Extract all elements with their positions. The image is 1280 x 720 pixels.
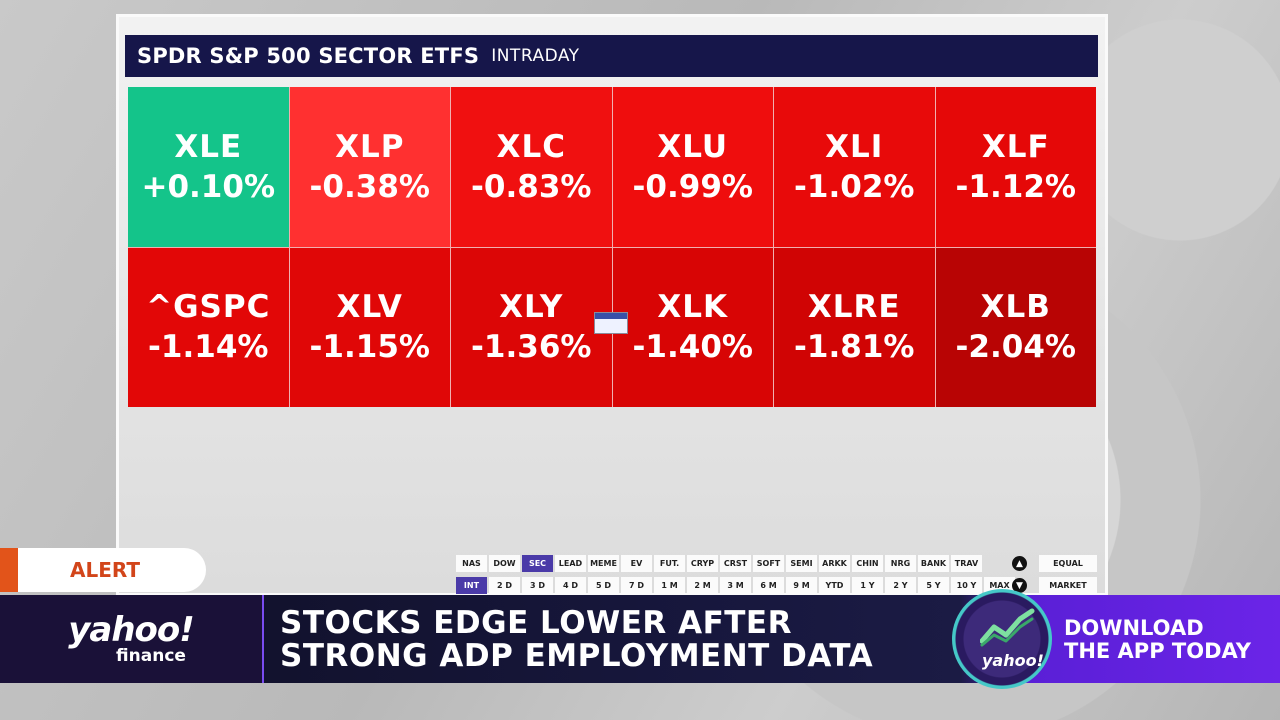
category-tab[interactable]: MEME [588,555,619,572]
category-tab[interactable]: SOFT [753,555,784,572]
promo-line-1: DOWNLOAD [1064,616,1204,640]
tile-symbol: XLRE [807,289,901,326]
alert-badge: ALERT [0,548,206,592]
trend-chart-icon [980,608,1035,647]
category-tab[interactable]: EV [621,555,652,572]
tile-change: -0.83% [471,168,592,205]
range-tab[interactable]: 6 M [753,577,784,594]
category-tab-row: NAS DOW SEC LEAD MEME EV FUT. CRYP CRST SOFT SEMI A… [456,555,982,572]
equal-weight-button[interactable]: EQUAL [1039,555,1097,572]
range-tab[interactable]: 5 D [588,577,619,594]
display-subtitle: INTRADAY [491,46,580,66]
range-tab[interactable]: 1 M [654,577,685,594]
alert-stripe [0,548,18,592]
tile-symbol: XLE [174,128,243,165]
tile-symbol: XLC [496,128,566,165]
category-tab[interactable]: CHIN [852,555,883,572]
sector-tile[interactable]: XLRE -1.81% [774,247,935,407]
display-title: SPDR S&P 500 SECTOR ETFS [137,44,480,68]
range-tab[interactable]: 3 D [522,577,553,594]
tile-change: -0.38% [309,168,430,205]
tile-symbol: XLI [825,128,884,165]
category-tab[interactable]: TRAV [951,555,982,572]
tile-change: +0.10% [141,168,276,205]
range-tab[interactable]: 2 D [489,577,520,594]
market-weight-button[interactable]: MARKET [1039,577,1097,594]
tile-change: -1.14% [148,329,269,366]
category-tab[interactable]: SEC [522,555,553,572]
tile-symbol: XLP [335,128,405,165]
category-tab[interactable]: DOW [489,555,520,572]
tile-change: -0.99% [632,168,753,205]
category-tab[interactable]: BANK [918,555,949,572]
range-tab[interactable]: 2 Y [885,577,916,594]
tile-symbol: ^GSPC [146,289,271,326]
heatmap-display: SPDR S&P 500 SECTOR ETFS INTRADAY XLE +0.… [116,14,1108,596]
sector-tile[interactable]: XLF -1.12% [935,87,1096,247]
tile-symbol: XLB [980,289,1051,326]
range-tab[interactable]: INT [456,577,487,594]
range-tab[interactable]: 9 M [786,577,817,594]
sector-heatmap-grid: XLE +0.10% XLP -0.38% XLC -0.83% XLU -0.99% XLI -… [128,87,1096,407]
promo-line-2: THE APP TODAY [1064,639,1251,663]
headline-line-1: STOCKS EDGE LOWER AFTER [280,605,792,641]
category-tab[interactable]: CRST [720,555,751,572]
tile-change: -1.81% [794,329,915,366]
tile-change: -1.12% [955,168,1076,205]
window-icon [594,312,628,334]
logo-main-text: yahoo! [68,610,195,650]
range-tab[interactable]: 4 D [555,577,586,594]
sector-tile[interactable]: XLI -1.02% [774,87,935,247]
range-tab[interactable]: 5 Y [918,577,949,594]
tile-symbol: XLK [657,289,729,326]
tile-change: -1.40% [632,329,753,366]
tile-change: -2.04% [955,329,1076,366]
range-tab[interactable]: 7 D [621,577,652,594]
category-tab[interactable]: CRYP [687,555,718,572]
tile-symbol: XLU [657,128,729,165]
tile-change: -1.15% [309,329,430,366]
range-tab[interactable]: YTD [819,577,850,594]
range-tab[interactable]: 10 Y [951,577,982,594]
lower-third-banner: yahoo! finance STOCKS EDGE LOWER AFTER S… [0,589,1280,689]
headline: STOCKS EDGE LOWER AFTER STRONG ADP EMPLO… [280,607,873,673]
alert-label: ALERT [69,558,141,582]
tile-symbol: XLF [981,128,1050,165]
sector-tile[interactable]: ^GSPC -1.14% [128,247,289,407]
range-tab[interactable]: 1 Y [852,577,883,594]
yahoo-finance-logo: yahoo! finance [0,595,264,683]
sector-tile[interactable]: XLC -0.83% [451,87,612,247]
chevron-up-icon[interactable]: ▲ [1012,556,1027,571]
category-tab[interactable]: LEAD [555,555,586,572]
download-promo: DOWNLOAD THE APP TODAY [1064,617,1251,663]
sector-tile[interactable]: XLY -1.36% [451,247,612,407]
sector-tile[interactable]: XLV -1.15% [289,247,450,407]
title-bar: SPDR S&P 500 SECTOR ETFS INTRADAY [125,35,1098,77]
category-tab[interactable]: NAS [456,555,487,572]
sector-tile[interactable]: XLP -0.38% [289,87,450,247]
heatmap-controls: NAS DOW SEC LEAD MEME EV FUT. CRYP CRST SOFT SEMI A… [456,555,1097,595]
headline-line-2: STRONG ADP EMPLOYMENT DATA [280,638,874,674]
tile-change: -1.02% [794,168,915,205]
tile-symbol: XLY [499,289,564,326]
tile-symbol: XLV [336,289,403,326]
logo-sub-text: finance [116,646,186,666]
app-logo-text: yahoo! [982,651,1044,670]
sector-tile[interactable]: XLU -0.99% [612,87,773,247]
range-tab[interactable]: 3 M [720,577,751,594]
sector-tile[interactable]: XLB -2.04% [935,247,1096,407]
category-tab[interactable]: ARKK [819,555,850,572]
sector-tile[interactable]: XLK -1.40% [612,247,773,407]
range-tab[interactable]: 2 M [687,577,718,594]
chevron-down-icon[interactable]: ▼ [1012,578,1027,593]
category-tab[interactable]: NRG [885,555,916,572]
sector-tile[interactable]: XLE +0.10% [128,87,289,247]
category-tab[interactable]: SEMI [786,555,817,572]
category-tab[interactable]: FUT. [654,555,685,572]
tile-change: -1.36% [471,329,592,366]
